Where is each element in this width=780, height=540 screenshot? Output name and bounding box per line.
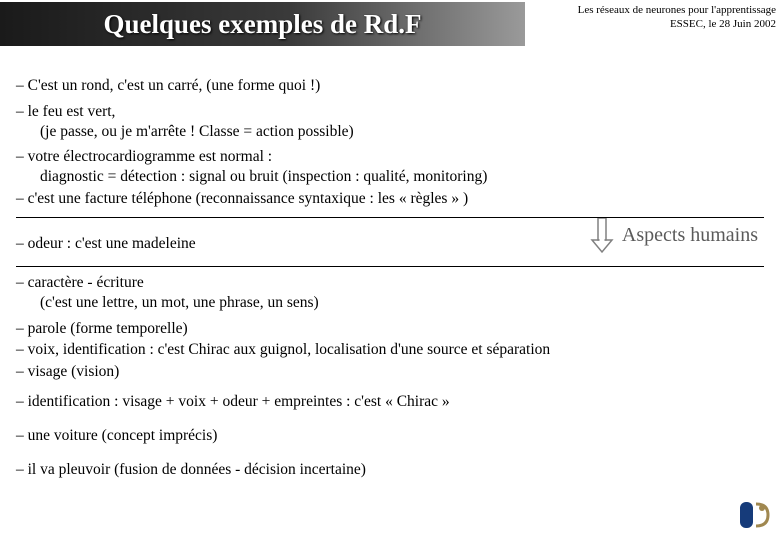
bullet-feu-b: (je passe, ou je m'arrête ! Classe = act…: [16, 122, 764, 142]
bullet-parole: – parole (forme temporelle): [16, 319, 764, 339]
bullet-caractere-b: (c'est une lettre, un mot, une phrase, u…: [16, 293, 764, 313]
bullet-ecg: – votre électrocardiogramme est normal :…: [16, 147, 764, 187]
bullet-pleuvoir: – il va pleuvoir (fusion de données - dé…: [16, 460, 764, 480]
bullet-caractere: – caractère - écriture (c'est une lettre…: [16, 273, 764, 313]
slide-subtitle: Les réseaux de neurones pour l'apprentis…: [578, 4, 776, 32]
aspects-label: Aspects humains: [622, 223, 758, 249]
bullet-ecg-b: diagnostic = détection : signal ou bruit…: [16, 167, 764, 187]
bullet-identification: – identification : visage + voix + odeur…: [16, 392, 764, 412]
subtitle-line-1: Les réseaux de neurones pour l'apprentis…: [578, 4, 776, 18]
bullet-facture: – c'est une facture téléphone (reconnais…: [16, 189, 764, 209]
bullet-feu: – le feu est vert, (je passe, ou je m'ar…: [16, 102, 764, 142]
odeur-row: – odeur : c'est une madeleine Aspects hu…: [16, 224, 764, 260]
bullet-shape: – C'est un rond, c'est un carré, (une fo…: [16, 76, 764, 96]
slide-content: – C'est un rond, c'est un carré, (une fo…: [0, 48, 780, 480]
bullet-visage: – visage (vision): [16, 362, 764, 382]
bullet-odeur: – odeur : c'est une madeleine: [16, 224, 196, 254]
bullet-ecg-a: – votre électrocardiogramme est normal :: [16, 147, 764, 167]
separator-2: [16, 266, 764, 267]
bullet-caractere-a: – caractère - écriture: [16, 273, 764, 293]
aspects-humains: Aspects humains: [590, 218, 758, 254]
bullet-feu-a: – le feu est vert,: [16, 102, 764, 122]
slide-header: Quelques exemples de Rd.F Les réseaux de…: [0, 0, 780, 48]
subtitle-line-2: ESSEC, le 28 Juin 2002: [578, 18, 776, 32]
footer-logo-icon: [738, 498, 772, 532]
arrow-down-icon: [590, 218, 614, 254]
bullet-voiture: – une voiture (concept imprécis): [16, 426, 764, 446]
bullet-voix: – voix, identification : c'est Chirac au…: [16, 340, 764, 360]
slide-title: Quelques exemples de Rd.F: [103, 9, 421, 40]
title-bar: Quelques exemples de Rd.F: [0, 2, 525, 46]
